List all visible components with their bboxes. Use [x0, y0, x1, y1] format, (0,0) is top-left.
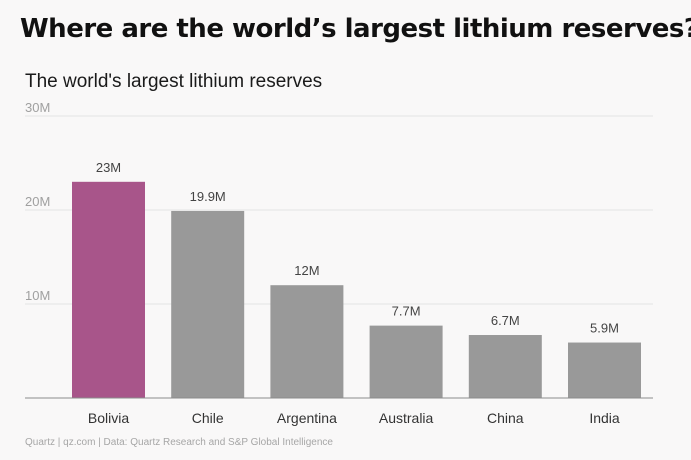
bar: [72, 181, 145, 398]
data-label: 6.7M: [491, 313, 520, 328]
y-tick-label: 10M: [25, 288, 50, 303]
bar: [171, 210, 245, 398]
data-label: 19.9M: [190, 189, 226, 204]
y-tick-label: 20M: [25, 194, 50, 209]
x-tick-label: China: [487, 410, 524, 426]
bar: [369, 325, 443, 398]
data-label: 23M: [96, 160, 121, 175]
headline: Where are the world’s largest lithium re…: [20, 14, 691, 44]
x-tick-label: Argentina: [277, 410, 337, 426]
y-tick-label: 30M: [25, 100, 50, 115]
x-tick-label: Chile: [192, 410, 224, 426]
bar: [468, 335, 542, 398]
x-tick-label: Australia: [379, 410, 434, 426]
x-tick-label: India: [589, 410, 620, 426]
bar: [568, 342, 641, 398]
x-tick-label: Bolivia: [88, 410, 129, 426]
data-label: 5.9M: [590, 321, 619, 336]
chart-title: The world's largest lithium reserves: [25, 71, 323, 92]
data-label: 12M: [294, 263, 319, 278]
bar: [270, 285, 344, 398]
source-credit: Quartz | qz.com | Data: Quartz Research …: [25, 437, 333, 448]
data-label: 7.7M: [392, 304, 421, 319]
